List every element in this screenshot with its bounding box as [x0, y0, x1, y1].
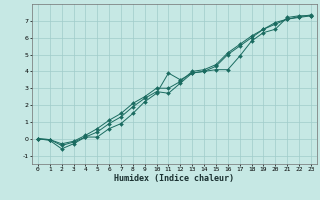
X-axis label: Humidex (Indice chaleur): Humidex (Indice chaleur) [115, 174, 234, 183]
